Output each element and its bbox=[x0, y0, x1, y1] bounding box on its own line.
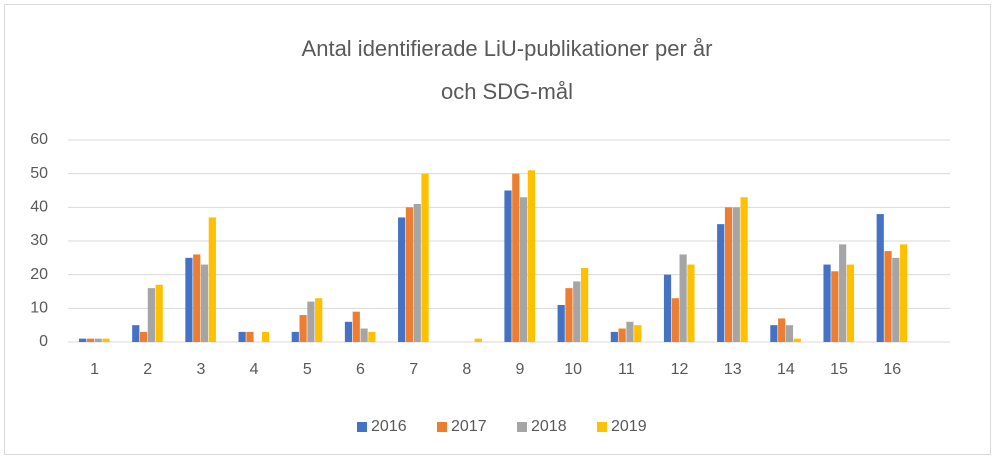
bar bbox=[687, 264, 695, 342]
x-tick-label: 10 bbox=[564, 361, 582, 378]
bar bbox=[344, 321, 353, 342]
bar bbox=[618, 328, 626, 342]
chart-title: och SDG-mål bbox=[441, 79, 573, 104]
bar bbox=[846, 264, 855, 342]
x-tick-label: 6 bbox=[356, 361, 365, 378]
bar bbox=[671, 298, 679, 342]
bar bbox=[512, 173, 520, 342]
x-tick-label: 4 bbox=[250, 361, 259, 378]
bar bbox=[557, 304, 565, 342]
legend-label: 2019 bbox=[611, 418, 647, 435]
bar bbox=[413, 203, 421, 342]
bar bbox=[139, 331, 148, 342]
bar bbox=[778, 318, 786, 342]
bar bbox=[86, 338, 94, 342]
legend-swatch bbox=[597, 422, 607, 432]
y-tick-label: 0 bbox=[39, 333, 48, 350]
bar bbox=[421, 173, 429, 342]
bar bbox=[740, 197, 748, 342]
y-tick-label: 30 bbox=[30, 232, 48, 249]
bar bbox=[770, 325, 778, 342]
legend-label: 2018 bbox=[531, 418, 567, 435]
y-tick-label: 50 bbox=[30, 165, 48, 182]
legend-label: 2016 bbox=[371, 418, 407, 435]
bar bbox=[238, 331, 246, 342]
bar bbox=[102, 338, 110, 342]
bar bbox=[132, 325, 140, 342]
x-tick-label: 2 bbox=[143, 361, 152, 378]
bar bbox=[185, 257, 193, 342]
bar bbox=[527, 170, 535, 342]
bar bbox=[200, 264, 209, 342]
bar bbox=[626, 321, 634, 342]
bar bbox=[307, 301, 315, 342]
bar bbox=[504, 190, 512, 342]
y-tick-label: 40 bbox=[30, 199, 48, 216]
bar bbox=[900, 244, 908, 342]
bar bbox=[291, 331, 299, 342]
y-tick-label: 20 bbox=[30, 266, 48, 283]
bar bbox=[193, 254, 201, 342]
bar bbox=[246, 331, 254, 342]
x-tick-label: 1 bbox=[90, 361, 99, 378]
bar bbox=[565, 288, 573, 342]
bar bbox=[315, 298, 323, 342]
bar bbox=[785, 325, 794, 342]
x-tick-label: 5 bbox=[303, 361, 312, 378]
y-tick-label: 10 bbox=[30, 300, 48, 317]
x-tick-label: 11 bbox=[618, 361, 635, 378]
bar bbox=[839, 244, 847, 342]
legend-swatch bbox=[437, 422, 447, 432]
bar bbox=[732, 207, 740, 342]
bar bbox=[663, 274, 672, 342]
bar bbox=[352, 311, 360, 342]
bar bbox=[717, 224, 725, 342]
bar bbox=[679, 254, 687, 342]
chart-title: Antal identifierade LiU-publikationer pe… bbox=[302, 36, 713, 61]
bar bbox=[634, 325, 642, 342]
legend-swatch bbox=[517, 422, 527, 432]
bar bbox=[360, 328, 368, 342]
bar bbox=[831, 271, 839, 342]
bar bbox=[793, 338, 801, 342]
bar bbox=[405, 207, 414, 342]
x-tick-label: 3 bbox=[196, 361, 205, 378]
bar bbox=[876, 214, 884, 342]
bar bbox=[208, 217, 216, 342]
x-tick-label: 13 bbox=[724, 361, 742, 378]
bar bbox=[580, 267, 589, 342]
bar bbox=[884, 251, 892, 342]
bar bbox=[78, 338, 87, 342]
bar bbox=[147, 288, 155, 342]
bar bbox=[823, 264, 831, 342]
legend-swatch bbox=[357, 422, 367, 432]
bar bbox=[610, 331, 618, 342]
x-tick-label: 9 bbox=[516, 361, 525, 378]
bar bbox=[520, 197, 528, 342]
bar bbox=[261, 331, 270, 342]
chart-frame bbox=[4, 4, 991, 455]
bar bbox=[368, 331, 376, 342]
bar bbox=[155, 284, 163, 342]
x-tick-label: 15 bbox=[830, 361, 848, 378]
bar bbox=[724, 207, 733, 342]
x-tick-label: 12 bbox=[671, 361, 689, 378]
bar bbox=[892, 257, 900, 342]
legend-label: 2017 bbox=[451, 418, 487, 435]
bar bbox=[299, 315, 307, 342]
bar bbox=[573, 281, 581, 342]
bar bbox=[398, 217, 406, 342]
x-tick-label: 7 bbox=[409, 361, 418, 378]
x-tick-label: 8 bbox=[462, 361, 471, 378]
bar bbox=[94, 338, 102, 342]
x-tick-label: 14 bbox=[777, 361, 795, 378]
bar bbox=[474, 338, 482, 342]
x-tick-label: 16 bbox=[883, 361, 901, 378]
y-tick-label: 60 bbox=[30, 131, 48, 148]
